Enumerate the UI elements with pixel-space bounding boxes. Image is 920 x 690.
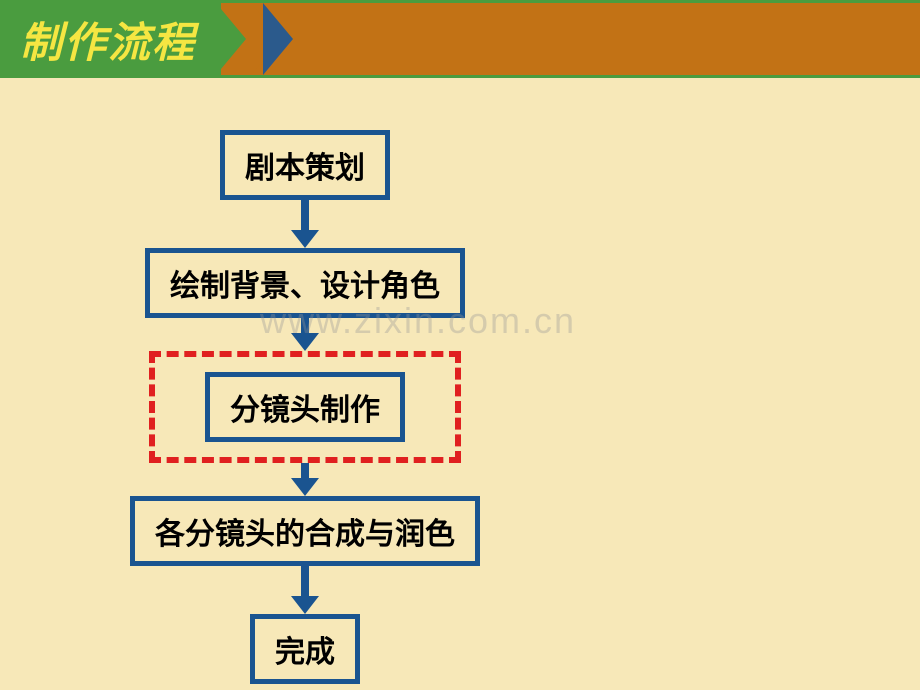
title-container: 制作流程	[0, 3, 263, 75]
arrow-down-icon	[291, 566, 319, 614]
flow-node-background-character: 绘制背景、设计角色	[145, 248, 465, 318]
arrow-down-icon	[291, 463, 319, 496]
flowchart-container: 剧本策划 绘制背景、设计角色 分镜头制作 各分镜头的合成与润色 完成	[130, 130, 480, 684]
arrow-down-icon	[291, 318, 319, 351]
flow-node-complete: 完成	[250, 614, 360, 684]
header-bar: 制作流程	[0, 0, 920, 78]
flow-node-storyboard: 分镜头制作	[205, 372, 405, 442]
flow-node-script-planning: 剧本策划	[220, 130, 390, 200]
page-title: 制作流程	[20, 9, 196, 70]
title-background: 制作流程	[0, 3, 221, 75]
arrow-down-icon	[291, 200, 319, 248]
flow-node-compositing: 各分镜头的合成与润色	[130, 496, 480, 566]
highlighted-node-wrapper: 分镜头制作	[149, 351, 461, 463]
chevron-group	[216, 3, 263, 75]
